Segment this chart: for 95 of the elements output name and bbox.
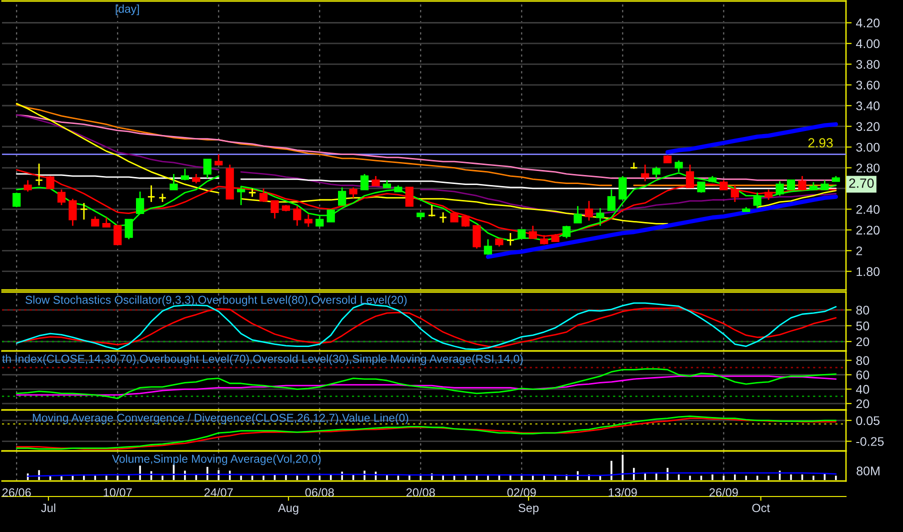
x-tick-label: 20/08 xyxy=(406,488,435,497)
candlestick xyxy=(170,173,178,190)
candlestick xyxy=(236,186,246,206)
candlestick xyxy=(293,205,302,226)
candlestick xyxy=(259,188,268,203)
candlestick xyxy=(372,175,380,186)
y-tick-label: 2 xyxy=(856,246,862,256)
candlestick xyxy=(349,186,358,199)
line-series xyxy=(16,375,837,396)
candlestick xyxy=(34,162,44,186)
text: 2.70 xyxy=(849,178,874,188)
candlestick xyxy=(596,207,604,226)
x-tick-label: 26/06 xyxy=(2,488,31,497)
x-tick-label: 02/09 xyxy=(507,488,536,497)
x2-tick-label: Oct xyxy=(752,504,770,512)
y-tick-label: 3.20 xyxy=(856,122,880,131)
candlestick xyxy=(147,184,156,203)
y-tick-label: 60 xyxy=(856,370,870,380)
y-tick-label: 4.00 xyxy=(856,39,880,48)
candlestick xyxy=(203,158,212,179)
x2-tick-label: Jul xyxy=(41,503,56,512)
candlestick xyxy=(91,216,100,226)
candlestick xyxy=(102,216,110,228)
y-tick-label: 2.40 xyxy=(856,205,880,214)
candlestick xyxy=(439,212,448,224)
y-tick-label: 1.80 xyxy=(856,267,880,276)
candlestick xyxy=(786,180,796,190)
line-series xyxy=(16,368,837,400)
candlestick xyxy=(57,188,66,206)
line-series xyxy=(486,194,838,259)
line-series xyxy=(665,122,838,154)
ref-line-label: 2.93 xyxy=(808,138,833,148)
y-tick-label: 4.20 xyxy=(856,18,880,28)
candlestick xyxy=(46,175,54,190)
y-tick-label: 80 xyxy=(856,356,870,366)
candlestick xyxy=(798,175,806,192)
y-tick-label: 40 xyxy=(856,384,870,394)
chart-title: Moving Average Convergence / Divergence(CLOSE,26,12,7),Value Line(0) xyxy=(32,413,408,424)
text: 80M xyxy=(856,466,880,476)
x-tick-label: 26/09 xyxy=(709,488,738,497)
y-tick-label: 20 xyxy=(856,337,870,346)
candlestick xyxy=(764,188,773,201)
y-tick-label: 3.60 xyxy=(856,80,880,90)
chart-title: Volume,Simple Moving Average(Vol,20,0) xyxy=(112,454,321,466)
candlestick xyxy=(450,212,458,222)
y-tick-label: 2.20 xyxy=(856,226,880,235)
candlestick xyxy=(506,232,514,246)
candlestick xyxy=(68,198,77,226)
y-tick-label: 50 xyxy=(856,322,870,330)
x2-tick-label: Sep xyxy=(518,504,539,514)
y-tick-label: 80 xyxy=(856,306,870,315)
chart-title: Slow Stochastics Oscillator(9,3,3),Overbought Level(80),Oversold Level(20) xyxy=(26,295,407,306)
candlestick xyxy=(136,190,144,214)
candlestick xyxy=(316,216,324,228)
candlestick xyxy=(720,180,728,190)
candlestick xyxy=(360,173,369,190)
candlestick xyxy=(304,214,312,228)
x-tick-label: 10/07 xyxy=(104,488,132,497)
y-tick-label: 3.00 xyxy=(856,142,880,152)
y-tick-label: -0.25 xyxy=(856,437,884,446)
candlestick xyxy=(192,173,200,184)
candlestick xyxy=(574,205,582,224)
candlestick xyxy=(484,238,492,256)
candlestick xyxy=(338,186,346,206)
y-tick-label: 0.05 xyxy=(856,416,880,426)
candlestick xyxy=(428,204,436,218)
candlestick xyxy=(584,200,594,222)
candlestick xyxy=(24,180,32,192)
candlestick xyxy=(12,192,21,208)
chart-title: [day] xyxy=(116,4,139,16)
x-tick-label: 13/09 xyxy=(608,488,637,497)
candlestick xyxy=(641,164,650,182)
candlestick xyxy=(618,175,627,200)
candlestick xyxy=(820,180,829,190)
candlestick xyxy=(730,184,739,203)
candlestick xyxy=(461,216,470,228)
y-tick-label: 3.40 xyxy=(856,101,880,110)
x-tick-label: 06/08 xyxy=(305,488,334,497)
candlestick xyxy=(472,225,481,250)
candlestick xyxy=(607,188,616,211)
x-tick-label: 24/07 xyxy=(204,488,233,497)
y-tick-label: 2.80 xyxy=(856,164,880,172)
candlestick xyxy=(248,188,256,198)
y-tick-label: 20 xyxy=(856,399,870,408)
chart-title: th Index(CLOSE,14,30,70),Overbought Level(70),Oversold Level(30),Simple Moving Average(RSI,14,0) xyxy=(2,354,523,366)
candlestick xyxy=(753,192,762,209)
candlestick xyxy=(114,224,122,246)
y-tick-label: 3.80 xyxy=(856,60,880,69)
candlestick xyxy=(326,208,335,222)
x2-tick-label: Aug xyxy=(278,504,298,514)
candlestick xyxy=(80,202,88,220)
candlestick xyxy=(776,180,784,196)
candlestick xyxy=(270,200,279,220)
candlestick xyxy=(214,154,223,166)
candlestick xyxy=(405,186,414,207)
